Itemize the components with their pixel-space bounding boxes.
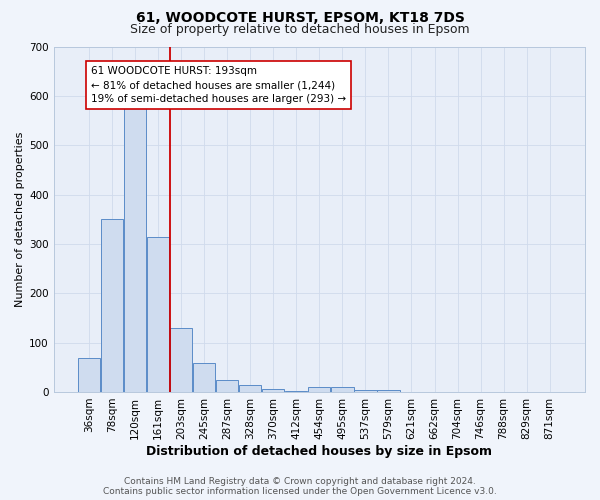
- Y-axis label: Number of detached properties: Number of detached properties: [15, 132, 25, 307]
- Bar: [101, 219, 123, 392]
- Bar: [124, 108, 146, 392]
- Text: 61, WOODCOTE HURST, EPSOM, KT18 7DS: 61, WOODCOTE HURST, EPSOM, KT18 7DS: [136, 11, 464, 25]
- Bar: [216, 380, 238, 392]
- Text: Contains HM Land Registry data © Crown copyright and database right 2024.
Contai: Contains HM Land Registry data © Crown c…: [103, 476, 497, 496]
- X-axis label: Distribution of detached houses by size in Epsom: Distribution of detached houses by size …: [146, 444, 493, 458]
- Bar: [377, 390, 400, 392]
- Bar: [147, 236, 169, 392]
- Bar: [262, 388, 284, 392]
- Bar: [78, 358, 100, 392]
- Bar: [354, 390, 377, 392]
- Bar: [308, 387, 331, 392]
- Text: 61 WOODCOTE HURST: 193sqm
← 81% of detached houses are smaller (1,244)
19% of se: 61 WOODCOTE HURST: 193sqm ← 81% of detac…: [91, 66, 346, 104]
- Bar: [193, 364, 215, 392]
- Bar: [285, 391, 307, 392]
- Text: Size of property relative to detached houses in Epsom: Size of property relative to detached ho…: [130, 22, 470, 36]
- Bar: [170, 328, 192, 392]
- Bar: [331, 387, 353, 392]
- Bar: [239, 384, 262, 392]
